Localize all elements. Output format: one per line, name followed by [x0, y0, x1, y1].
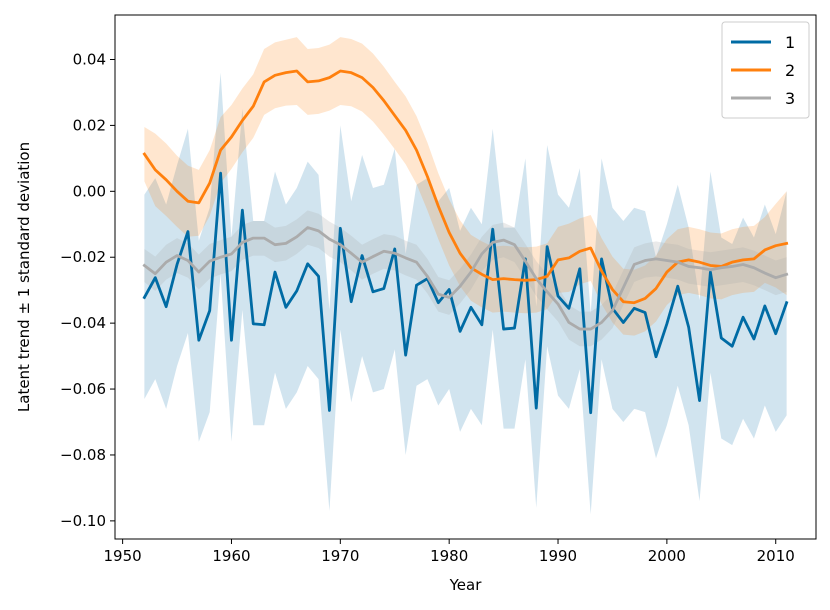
legend-label-3: 3 — [785, 89, 795, 108]
x-axis: 1950 1960 1970 1980 1990 2000 2010 — [104, 539, 795, 565]
y-axis-label: Latent trend ± 1 standard deviation — [15, 142, 33, 412]
y-tick-label: 0.00 — [73, 182, 106, 200]
x-tick-label: 1950 — [104, 547, 142, 565]
series-lines — [142, 69, 789, 415]
x-tick-label: 1990 — [539, 547, 577, 565]
series-line-1 — [142, 171, 789, 415]
y-axis: 0.04 0.02 0.00 −0.02 −0.04 −0.06 −0.08 −0.10 — [60, 50, 115, 530]
y-tick-label: −0.04 — [60, 314, 106, 332]
y-tick-label: −0.02 — [60, 248, 106, 266]
x-tick-label: 1970 — [321, 547, 359, 565]
x-axis-label: Year — [449, 576, 483, 594]
y-tick-label: 0.04 — [73, 50, 106, 68]
x-tick-label: 2010 — [757, 547, 795, 565]
y-tick-label: 0.02 — [73, 116, 106, 134]
x-tick-label: 1980 — [430, 547, 468, 565]
x-tick-label: 2000 — [648, 547, 686, 565]
legend: 1 2 3 — [721, 21, 810, 119]
std-band-series-2 — [144, 37, 787, 336]
legend-label-2: 2 — [785, 61, 795, 80]
legend-label-1: 1 — [785, 33, 795, 52]
y-tick-label: −0.06 — [60, 380, 106, 398]
x-tick-label: 1960 — [212, 547, 250, 565]
series-line-3 — [142, 226, 789, 331]
std-band-series-1 — [144, 72, 787, 515]
y-tick-label: −0.10 — [60, 512, 106, 530]
plot-frame — [114, 14, 817, 540]
y-tick-label: −0.08 — [60, 446, 106, 464]
